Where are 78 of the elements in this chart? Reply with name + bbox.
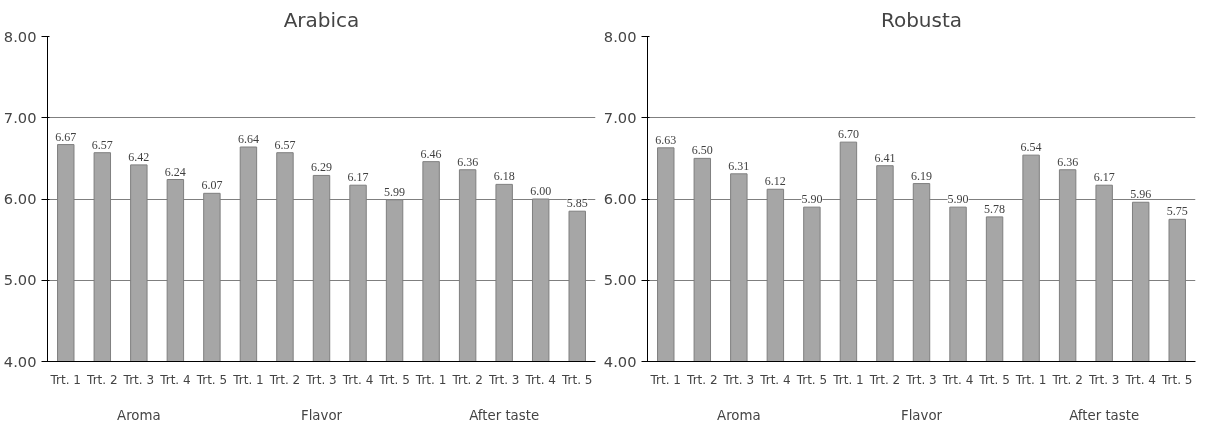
data-label: 6.41 [874,150,896,165]
x-tick-label: Trt. 3 [905,372,937,387]
x-tick-label: Trt. 2 [86,372,118,387]
x-tick-label: Trt. 5 [795,372,828,387]
x-tick-label: Trt. 1 [649,372,681,387]
data-label: 5.96 [1130,187,1152,202]
x-tick-label: Trt. 4 [1124,372,1156,387]
y-tick-label: 4.00 [3,352,37,370]
data-label: 6.50 [691,143,713,158]
text: Aroma [717,407,761,423]
x-tick-label: Trt. 5 [978,372,1010,387]
text: After taste [469,407,540,423]
y-tick-label: 8.00 [603,27,637,45]
x-tick-label: Trt. 1 [832,372,864,387]
x-tick-label: Trt. 1 [232,372,264,387]
x-tick-label: Trt. 4 [341,372,374,387]
data-label: 6.31 [728,158,750,173]
y-tick-label: 5.00 [603,271,637,289]
data-label: 6.07 [201,178,223,193]
data-label: 5.75 [1166,204,1188,219]
data-label: 6.36 [457,154,479,169]
x-tick-label: Trt. 5 [378,372,410,387]
x-tick-label: Trt. 5 [561,372,593,387]
y-tick-label: 5.00 [3,271,37,289]
x-tick-label: Trt. 3 [722,372,755,387]
x-tick-label: Trt. 3 [305,372,337,387]
x-tick-label: Trt. 4 [524,372,556,387]
y-tick-label: 6.00 [3,190,37,207]
x-tick-label: Trt. 2 [1051,372,1083,387]
x-tick-label: Trt. 2 [268,372,301,387]
data-label: 6.18 [493,169,515,184]
text: Flavor [900,407,943,423]
text: Aroma [117,407,161,423]
y-tick-label: 6.00 [603,190,637,207]
data-label: 5.90 [801,192,823,207]
x-tick-label: Trt. 2 [868,372,901,387]
text: Flavor [300,407,343,423]
data-label: 5.78 [984,201,1006,216]
x-tick-label: Trt. 3 [487,372,520,387]
y-tick-label: 8.00 [3,27,37,45]
data-label: 6.54 [1020,140,1042,155]
data-label: 6.19 [911,168,932,183]
data-label: 5.99 [384,184,406,199]
x-tick-label: Trt. 1 [1014,372,1047,387]
data-label: 6.17 [1093,170,1115,185]
x-tick-label: Trt. 4 [759,372,791,387]
data-label: 6.57 [91,137,113,152]
data-label: 6.46 [420,146,442,161]
x-tick-label: Trt. 4 [159,372,191,387]
data-label: 6.70 [837,127,859,142]
data-label: 6.29 [311,160,332,175]
data-label: 5.90 [947,192,969,207]
x-tick-label: Trt. 3 [122,372,155,387]
x-tick-label: Trt. 5 [195,372,228,387]
x-tick-label: Trt. 1 [49,372,81,387]
data-label: 6.64 [237,132,259,146]
data-label: 6.17 [347,170,369,185]
data-label: 6.42 [128,149,150,164]
data-label: 5.85 [566,196,588,211]
data-label: 6.67 [55,129,77,144]
data-label: 6.36 [1057,154,1079,169]
text: After taste [1069,407,1140,423]
data-label: 6.57 [274,137,296,152]
data-label: 6.00 [530,184,552,198]
x-tick-label: Trt. 3 [1087,372,1120,387]
y-tick-label: 4.00 [603,352,637,370]
x-tick-label: Trt. 2 [451,372,483,387]
chart-title: Arabica [283,7,360,32]
y-tick-label: 7.00 [603,108,637,126]
x-tick-label: Trt. 1 [414,372,447,387]
x-tick-label: Trt. 4 [941,372,974,387]
data-label: 6.63 [655,132,677,147]
x-tick-label: Trt. 2 [686,372,718,387]
data-label: 6.24 [164,164,186,179]
y-tick-label: 7.00 [3,108,37,126]
data-label: 6.12 [764,174,786,189]
x-tick-label: Trt. 5 [1161,372,1193,387]
chart-title: Robusta [880,7,963,32]
